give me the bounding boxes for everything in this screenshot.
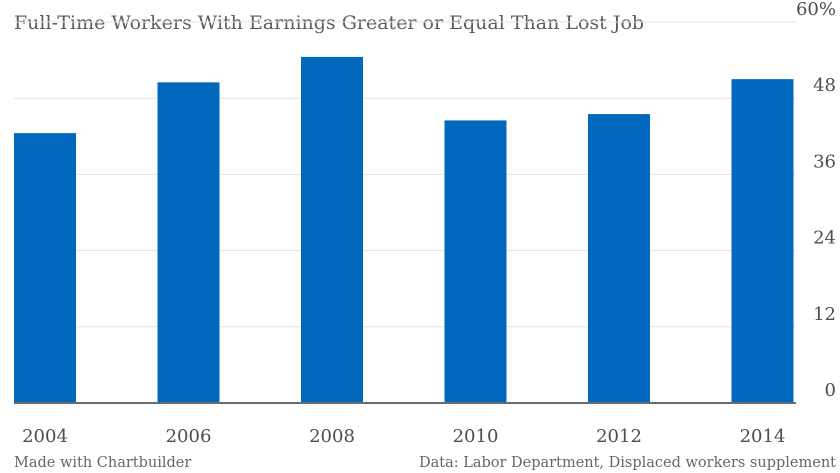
y-tick-label: 24 [813,228,836,249]
y-tick-label: 12 [813,304,836,325]
x-tick-label: 2014 [740,426,786,447]
gridlines [14,21,796,328]
footer-source: Data: Labor Department, Displaced worker… [419,455,836,471]
x-axis-ticks: 2004 2006 2008 2010 2012 2014 [22,426,785,447]
y-tick-label: 36 [813,151,836,172]
y-tick-label: 0 [825,380,836,401]
bar-2004 [14,133,76,403]
bar-2006 [157,82,220,403]
y-tick-label: 48 [813,75,836,96]
chart-title: Full-Time Workers With Earnings Greater … [14,12,644,34]
x-tick-label: 2004 [22,426,68,447]
bar-2012 [588,114,650,403]
footer-credit: Made with Chartbuilder [14,455,191,471]
y-axis-ticks: 0 12 24 36 48 60% [796,0,836,401]
x-tick-label: 2010 [453,426,499,447]
bar-2008 [301,56,363,404]
x-tick-label: 2006 [166,426,212,447]
bars [14,56,794,404]
bar-2010 [444,120,507,404]
x-tick-label: 2008 [309,426,355,447]
x-tick-label: 2012 [596,426,642,447]
y-tick-label: 60% [796,0,836,20]
bar-2014 [731,79,794,404]
